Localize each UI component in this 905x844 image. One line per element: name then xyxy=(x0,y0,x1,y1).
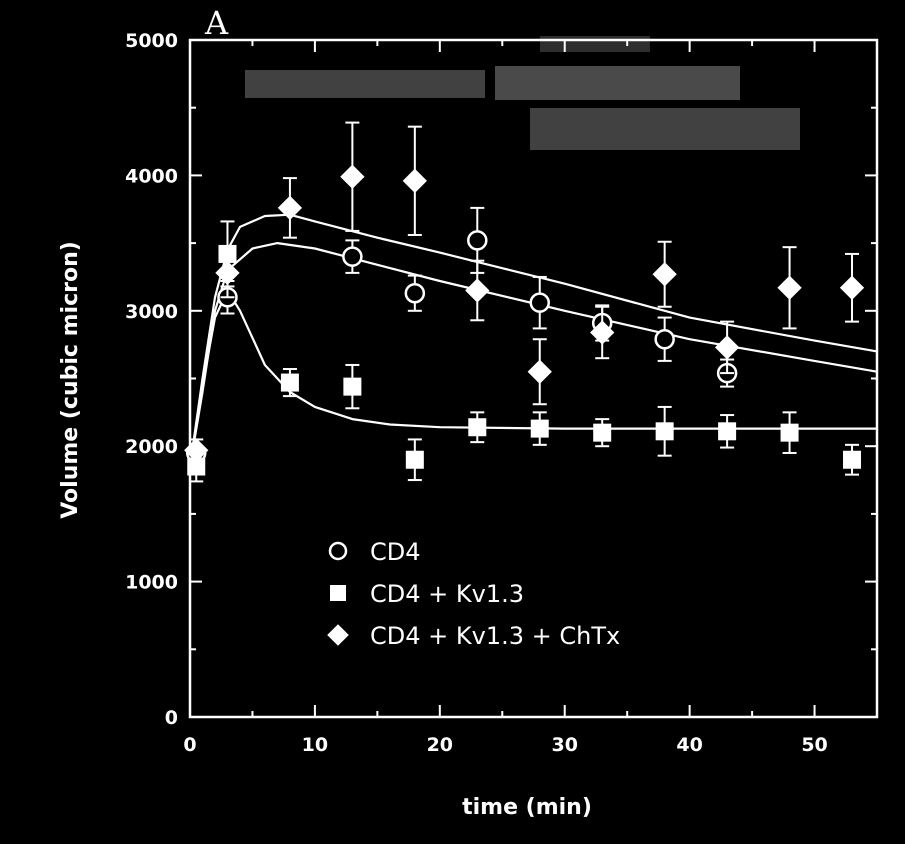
point-series-1 xyxy=(280,373,299,392)
x-tick-label: 20 xyxy=(427,734,453,756)
scan-smudge xyxy=(495,66,740,100)
legend-label-series-1: CD4 + Kv1.3 xyxy=(370,580,524,608)
scan-smudge xyxy=(540,36,650,52)
legend-label-series-0: CD4 xyxy=(370,538,421,566)
point-series-0 xyxy=(529,292,550,313)
y-tick-label: 4000 xyxy=(125,165,178,187)
fit-curve-series-2 xyxy=(188,213,878,467)
y-tick-label: 1000 xyxy=(125,572,178,594)
y-tick-label: 2000 xyxy=(125,436,178,458)
point-series-2 xyxy=(277,195,303,221)
point-series-2 xyxy=(652,262,677,287)
point-series-2 xyxy=(714,335,740,360)
x-tick-label: 10 xyxy=(302,734,328,756)
point-series-1 xyxy=(405,450,424,469)
y-tick-label: 0 xyxy=(165,707,178,729)
point-series-1 xyxy=(843,450,862,469)
legend-marker-series-2 xyxy=(327,624,349,646)
axes: 0 10 20 30 40 50 0 1000 2000 3000 4000 5000 xyxy=(125,30,879,756)
point-series-2 xyxy=(402,168,427,193)
x-tick-label: 40 xyxy=(676,734,702,756)
y-axis-title: Volume (cubic micron) xyxy=(58,241,83,519)
point-series-2 xyxy=(184,438,209,463)
point-series-1 xyxy=(655,422,674,441)
y-tick-label: 3000 xyxy=(125,301,178,323)
point-series-1 xyxy=(530,419,549,438)
point-series-1 xyxy=(780,423,799,442)
point-series-0 xyxy=(404,282,426,304)
legend-marker-series-1 xyxy=(330,585,346,601)
point-series-0 xyxy=(654,328,675,350)
x-axis-title: time (min) xyxy=(462,795,592,820)
point-series-2 xyxy=(777,275,802,300)
point-series-1 xyxy=(187,457,206,476)
point-series-2 xyxy=(465,278,490,303)
x-tick-label: 30 xyxy=(552,734,578,756)
point-series-2 xyxy=(527,359,552,384)
point-series-2 xyxy=(215,260,240,286)
point-series-2 xyxy=(340,164,365,189)
x-tick-label: 0 xyxy=(183,734,196,756)
point-series-2 xyxy=(839,275,865,300)
point-series-0 xyxy=(467,230,488,251)
legend-marker-series-0 xyxy=(328,541,348,561)
legend: CD4 CD4 + Kv1.3 CD4 + Kv1.3 + ChTx xyxy=(327,538,620,650)
point-series-1 xyxy=(593,423,612,442)
legend-label-series-2: CD4 + Kv1.3 + ChTx xyxy=(370,622,620,650)
panel-label: A xyxy=(204,4,229,42)
point-series-1 xyxy=(343,377,362,396)
x-tick-label: 50 xyxy=(801,734,827,756)
data-points xyxy=(184,121,865,483)
fit-curve-series-0 xyxy=(188,242,878,467)
point-series-2 xyxy=(590,320,615,345)
scan-smudge xyxy=(530,108,800,150)
scan-smudge xyxy=(245,70,485,98)
point-series-1 xyxy=(718,422,737,441)
y-tick-label: 5000 xyxy=(125,30,178,52)
point-series-0 xyxy=(342,246,363,267)
point-series-1 xyxy=(468,418,487,437)
